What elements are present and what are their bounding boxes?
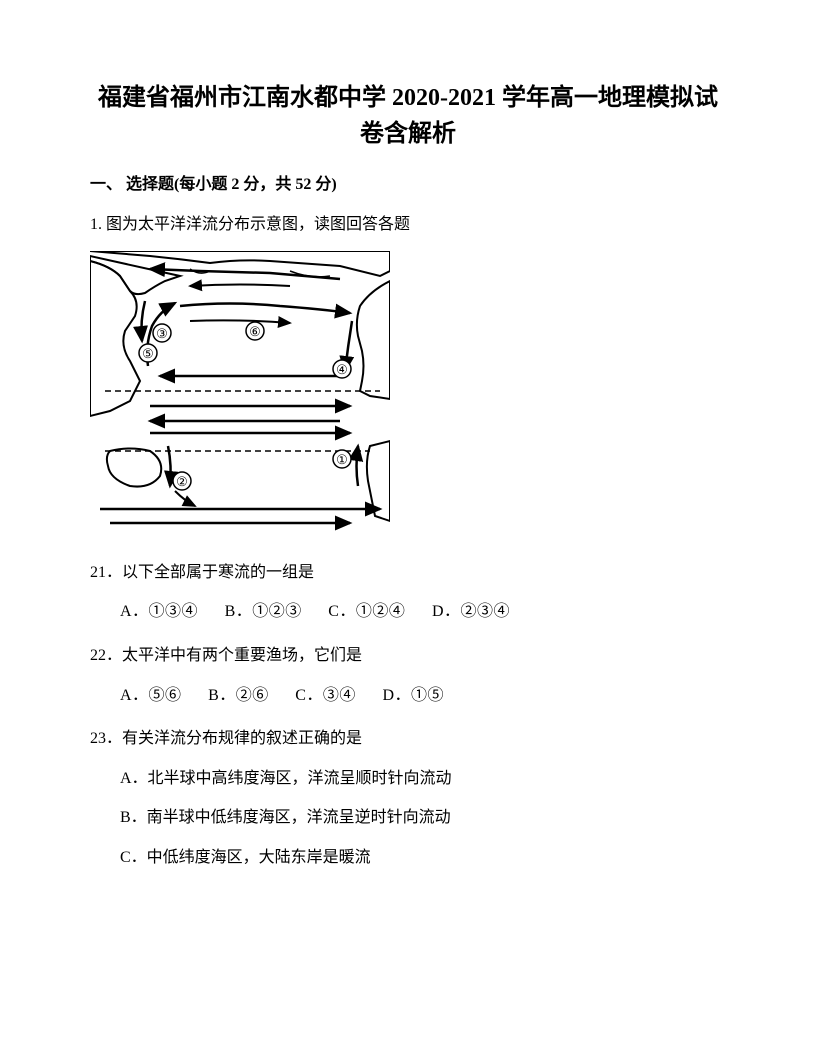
q21-option-b: B．①②③ bbox=[225, 599, 302, 625]
section-header: 一、 选择题(每小题 2 分，共 52 分) bbox=[90, 172, 726, 198]
q1-intro: 1. 图为太平洋洋流分布示意图，读图回答各题 bbox=[90, 212, 726, 238]
q21-text: 21．以下全部属于寒流的一组是 bbox=[90, 560, 726, 586]
map-label-1: ① bbox=[336, 452, 348, 467]
q22-text: 22．太平洋中有两个重要渔场，它们是 bbox=[90, 643, 726, 669]
q22-option-a: A．⑤⑥ bbox=[120, 683, 182, 709]
map-label-6: ⑥ bbox=[249, 324, 261, 339]
q21-option-c: C．①②④ bbox=[328, 599, 405, 625]
q22-option-b: B．②⑥ bbox=[208, 683, 269, 709]
q23-option-b: B．南半球中低纬度海区，洋流呈逆时针向流动 bbox=[90, 805, 726, 831]
q21-option-a: A．①③④ bbox=[120, 599, 198, 625]
q22-option-c: C．③④ bbox=[295, 683, 356, 709]
map-label-3: ③ bbox=[156, 326, 168, 341]
q21-options: A．①③④ B．①②③ C．①②④ D．②③④ bbox=[90, 599, 726, 625]
q21-option-d: D．②③④ bbox=[432, 599, 510, 625]
q22-option-d: D．①⑤ bbox=[382, 683, 444, 709]
ocean-current-map: ③ ⑤ ⑥ ④ ② ① bbox=[90, 251, 726, 540]
map-label-4: ④ bbox=[336, 362, 348, 377]
q23-option-c: C．中低纬度海区，大陆东岸是暖流 bbox=[90, 845, 726, 871]
map-svg: ③ ⑤ ⑥ ④ ② ① bbox=[90, 251, 390, 531]
page-title: 福建省福州市江南水都中学 2020-2021 学年高一地理模拟试卷含解析 bbox=[90, 80, 726, 152]
q22-options: A．⑤⑥ B．②⑥ C．③④ D．①⑤ bbox=[90, 683, 726, 709]
map-label-5: ⑤ bbox=[142, 346, 154, 361]
q23-text: 23．有关洋流分布规律的叙述正确的是 bbox=[90, 726, 726, 752]
q23-option-a: A．北半球中高纬度海区，洋流呈顺时针向流动 bbox=[90, 766, 726, 792]
map-label-2: ② bbox=[176, 474, 188, 489]
